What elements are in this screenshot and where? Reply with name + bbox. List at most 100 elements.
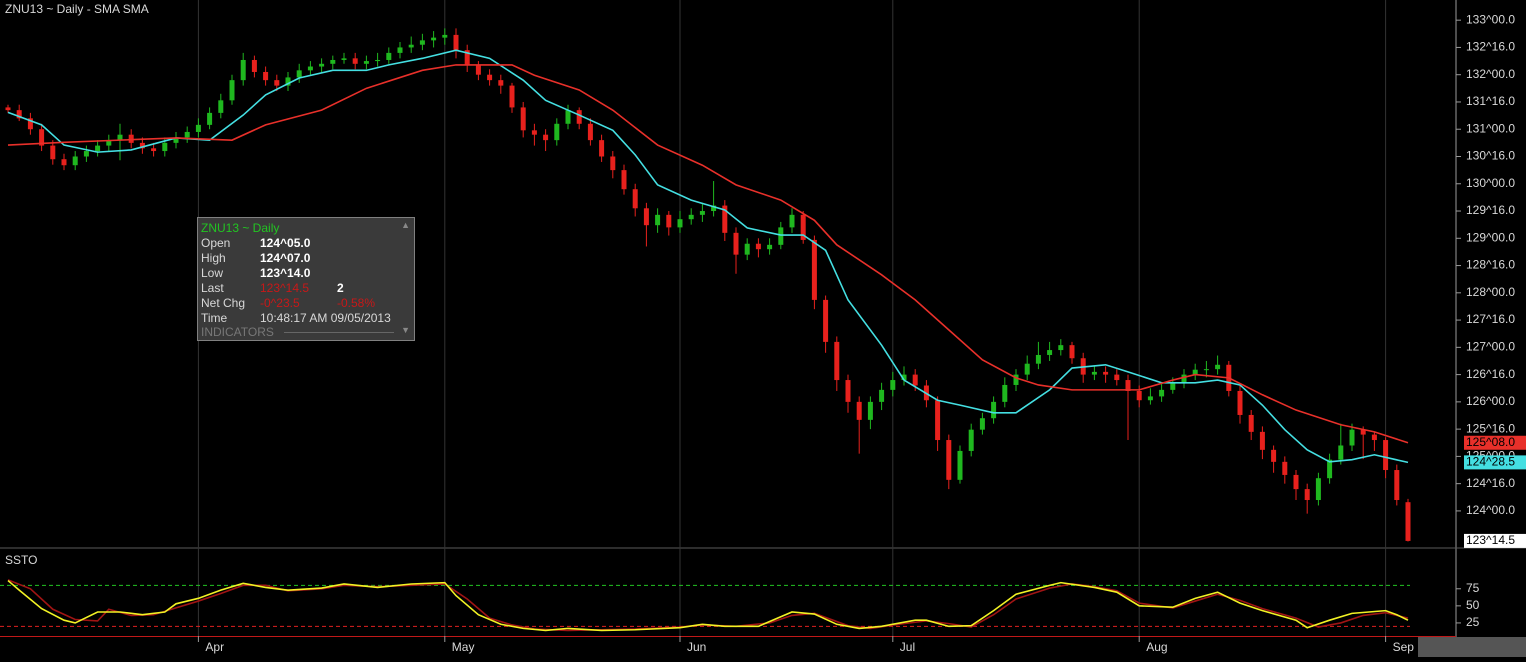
candle-body [139,142,145,149]
row-value: 124^05.0 [260,236,311,250]
row-label: Time [201,311,228,325]
candle-body [128,134,134,143]
candle-body [1349,429,1355,446]
candle-body [1058,345,1064,351]
y-tick-label: 126^00.0 [1466,394,1515,408]
x-tick-label: May [452,640,475,654]
y-tick-label: 125^16.0 [1466,421,1515,435]
candle-body [386,52,392,60]
candle-body [240,59,246,81]
candle-body [1024,363,1030,375]
candle-body [464,50,470,65]
candle-body [744,243,750,255]
y-tick-label: 127^16.0 [1466,312,1515,326]
price-tag [1464,435,1526,450]
y-tick-label: 124^00.0 [1466,503,1515,517]
row-value: -0^23.5 [260,296,300,310]
candle-body [699,211,705,215]
candle-body [1248,414,1254,432]
tooltip-title: ZNU13 ~ Daily [201,221,280,235]
marks [5,28,1411,632]
candle-body [1192,369,1198,375]
row-label: Open [201,236,231,250]
candle-body [1170,382,1176,390]
candle-body [587,123,593,141]
candle-body [352,58,358,64]
candle-body [789,214,795,228]
candle-body [1383,440,1389,471]
candle-body [207,112,213,125]
candle-body [1069,345,1075,359]
candle-body [1215,364,1221,370]
candle-body [487,74,493,81]
candle-body [1047,350,1053,355]
candle-body [879,389,885,402]
candle-body [363,61,369,64]
row-value: 124^07.0 [260,251,311,265]
candle-body [61,159,67,166]
candle-body [1159,389,1165,397]
candle-body [341,58,347,60]
candle-body [1394,470,1400,501]
candle-body [285,77,291,86]
candle-body [397,47,403,53]
candle-body [1315,478,1321,501]
candle-body [733,232,739,255]
candle-body [632,189,638,209]
candle-body [509,85,515,108]
candle-body [1259,431,1265,450]
candle-body [554,123,560,141]
candle-body [106,140,112,146]
candle-body [251,59,257,72]
candle-body [1203,369,1209,371]
candle-body [912,374,918,386]
candle-body [173,137,179,143]
candle-body [845,380,851,402]
candle-body [677,219,683,228]
y-tick-label: 128^16.0 [1466,258,1515,272]
y-tick-label: 132^00.0 [1466,67,1515,81]
y-tick-label: 129^00.0 [1466,230,1515,244]
candle-body [296,70,302,78]
row-value: 123^14.5 [260,281,310,295]
y-tick-label: 127^00.0 [1466,340,1515,354]
candle-body [1304,489,1310,501]
y-tick-label: 124^16.0 [1466,476,1515,490]
candle-body [319,63,325,67]
candle-body [666,214,672,228]
y-tick-label: 129^16.0 [1466,203,1515,217]
candle-body [968,429,974,451]
candle-body [1282,461,1288,475]
candle-body [688,214,694,220]
candle-body [1013,374,1019,385]
x-tick-label: Apr [205,640,224,654]
candle-body [1338,445,1344,460]
candle-body [1371,434,1377,441]
candle-body [330,59,336,64]
candle-body [184,131,190,138]
candle-body [867,401,873,420]
x-tick-label: Jun [687,640,706,654]
candle-body [375,59,381,62]
candle-body [979,418,985,430]
candle-body [475,64,481,75]
candle-body [890,380,896,390]
candle-body [767,244,773,250]
candle-body [95,145,101,152]
candle-body [811,239,817,300]
candle-body [431,37,437,41]
candle-body [856,401,862,420]
row-value: 10:48:17 AM 09/05/2013 [260,311,391,325]
candle-body [39,129,45,146]
candle-body [800,214,806,240]
x-tick-label: Aug [1146,640,1167,654]
tooltip: ZNU13 ~ Daily ▲ Open 124^05.0 High 124^0… [197,217,415,341]
y-tick-label: 131^16.0 [1466,94,1515,108]
price-tag-label: 125^08.0 [1466,435,1515,449]
candle-body [722,205,728,233]
scroll-box [1418,637,1526,657]
candle-body [1035,354,1041,364]
panel-title: SSTO [5,553,37,567]
candle-body [1136,390,1142,401]
